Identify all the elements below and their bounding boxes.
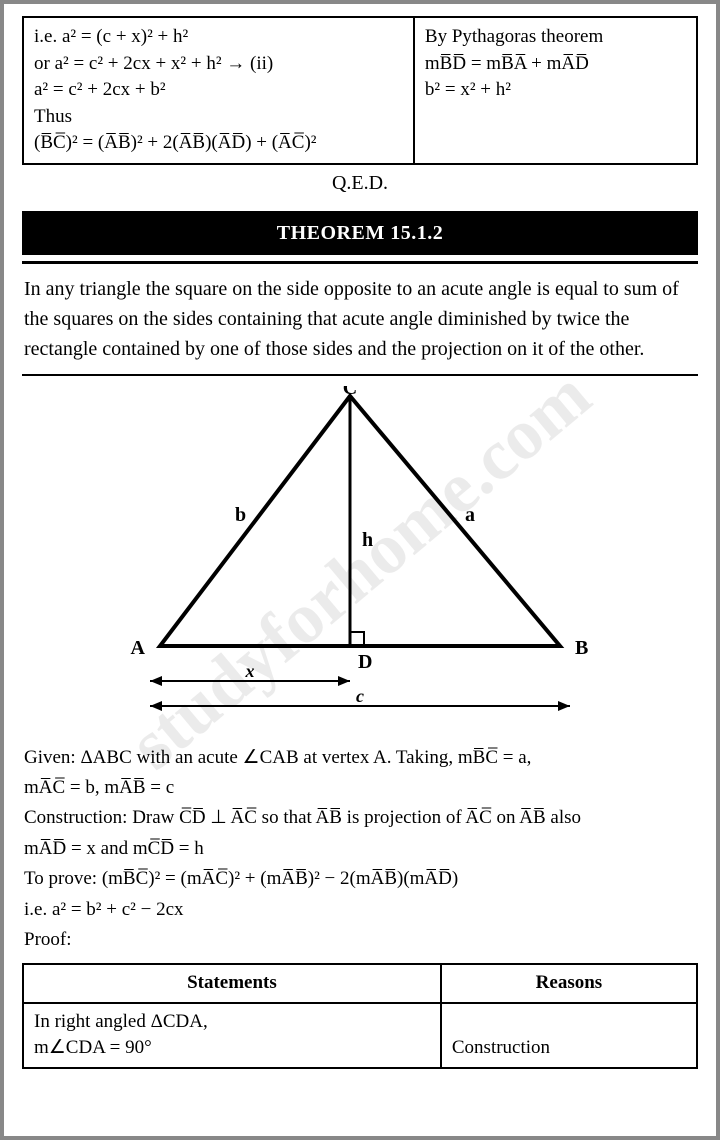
label-x: x bbox=[245, 661, 255, 681]
label-c: c bbox=[356, 686, 364, 706]
triangle-diagram: C A B D b a h x c bbox=[22, 386, 698, 735]
label-h: h bbox=[362, 529, 373, 551]
reason-cell: Construction bbox=[441, 1003, 697, 1068]
label-C: C bbox=[343, 386, 357, 399]
qed-label: Q.E.D. bbox=[22, 169, 698, 197]
eq-line: Thus bbox=[34, 104, 403, 131]
eq-line: By Pythagoras theorem bbox=[425, 24, 686, 51]
top-equation-box: i.e. a² = (c + x)² + h² or a² = c² + 2cx… bbox=[22, 16, 698, 165]
statements-header: Statements bbox=[23, 964, 441, 1003]
label-b: b bbox=[235, 504, 246, 526]
eq-line: (B̅C̅)² = (A̅B̅)² + 2(A̅B̅)(A̅D̅) + (A̅C… bbox=[34, 130, 403, 157]
table-row: In right angled ΔCDA, m∠CDA = 90° Constr… bbox=[23, 1003, 697, 1068]
top-right-cell: By Pythagoras theorem mB̅D̅ = mB̅A̅ + mA… bbox=[414, 17, 697, 164]
arrow-icon bbox=[150, 701, 162, 711]
proof-table: Statements Reasons In right angled ΔCDA,… bbox=[22, 963, 698, 1069]
label-D: D bbox=[358, 651, 372, 673]
eq-line: mB̅D̅ = mB̅A̅ + mA̅D̅ bbox=[425, 51, 686, 78]
arrow-icon bbox=[338, 676, 350, 686]
given-line: mA̅D̅ = x and mC̅D̅ = h bbox=[24, 834, 696, 864]
eq-line: or a² = c² + 2cx + x² + h² → (ii) bbox=[34, 51, 403, 78]
theorem-header: THEOREM 15.1.2 bbox=[22, 211, 698, 255]
divider bbox=[22, 261, 698, 264]
given-line: Construction: Draw C̅D̅ ⊥ A̅C̅ so that A… bbox=[24, 803, 696, 833]
label-B: B bbox=[575, 637, 588, 659]
diagram-svg: C A B D b a h x c bbox=[90, 386, 630, 726]
label-a: a bbox=[465, 504, 475, 526]
given-line: mA̅C̅ = b, mA̅B̅ = c bbox=[24, 773, 696, 803]
given-line: Given: ΔABC with an acute ∠CAB at vertex… bbox=[24, 743, 696, 773]
given-line: To prove: (mB̅C̅)² = (mA̅C̅)² + (mA̅B̅)²… bbox=[24, 864, 696, 894]
eq-line: b² = x² + h² bbox=[425, 77, 686, 104]
given-line: i.e. a² = b² + c² − 2cx bbox=[24, 895, 696, 925]
given-line: Proof: bbox=[24, 925, 696, 955]
theorem-statement: In any triangle the square on the side o… bbox=[24, 274, 696, 364]
eq-line: i.e. a² = (c + x)² + h² bbox=[34, 24, 403, 51]
reasons-header: Reasons bbox=[441, 964, 697, 1003]
top-left-cell: i.e. a² = (c + x)² + h² or a² = c² + 2cx… bbox=[23, 17, 414, 164]
arrow-icon bbox=[558, 701, 570, 711]
statement-cell: In right angled ΔCDA, m∠CDA = 90° bbox=[23, 1003, 441, 1068]
label-A: A bbox=[131, 637, 146, 659]
triangle bbox=[160, 396, 560, 646]
right-angle-icon bbox=[350, 632, 364, 646]
arrow-icon bbox=[150, 676, 162, 686]
eq-line: a² = c² + 2cx + b² bbox=[34, 77, 403, 104]
given-section: Given: ΔABC with an acute ∠CAB at vertex… bbox=[24, 743, 696, 956]
divider bbox=[22, 374, 698, 376]
